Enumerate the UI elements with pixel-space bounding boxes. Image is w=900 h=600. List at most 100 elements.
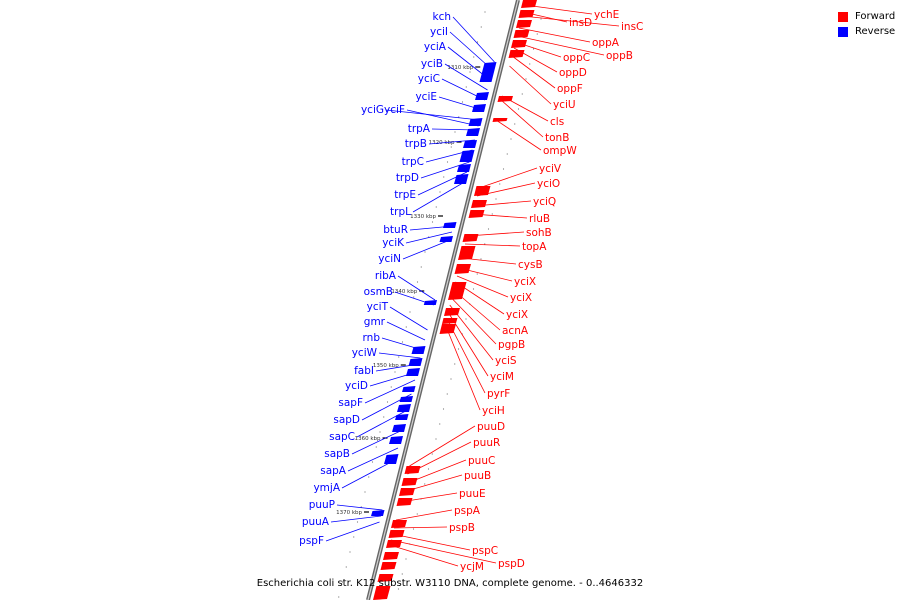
gene-label-forward[interactable]: acnA	[453, 289, 529, 337]
gene-label-forward[interactable]: yciV	[478, 163, 562, 189]
gene-label-reverse[interactable]: yciB	[421, 58, 488, 91]
reverse-feature[interactable]	[389, 436, 403, 444]
forward-feature[interactable]	[462, 234, 479, 242]
gene-label-forward[interactable]: insD	[522, 11, 592, 29]
gene-label-reverse[interactable]: ymjA	[313, 459, 396, 494]
gene-label-forward[interactable]: insC	[521, 15, 643, 33]
forward-feature[interactable]	[521, 0, 537, 8]
gene-label-forward[interactable]: puuE	[400, 488, 486, 503]
reverse-feature[interactable]	[423, 300, 437, 305]
forward-feature[interactable]	[444, 308, 460, 316]
gene-label-reverse[interactable]: yciI	[430, 26, 493, 71]
forward-feature[interactable]	[380, 562, 397, 570]
reverse-feature[interactable]	[384, 454, 399, 464]
gene-label-forward[interactable]: ompW	[495, 119, 577, 157]
gene-label-forward[interactable]: yciX	[458, 267, 536, 288]
gene-label-reverse[interactable]: rnb	[363, 332, 423, 351]
gene-label-forward[interactable]: yciQ	[474, 196, 557, 208]
gene-label-reverse[interactable]: ribA	[375, 270, 436, 301]
gene-label-forward[interactable]: yciS	[449, 304, 517, 367]
gene-label-forward[interactable]: yciH	[444, 323, 505, 417]
reverse-feature[interactable]	[399, 396, 414, 402]
forward-feature[interactable]	[404, 466, 421, 474]
forward-feature[interactable]	[388, 530, 405, 538]
gene-label-forward[interactable]: oppA	[518, 27, 620, 49]
gene-label-reverse[interactable]: trpL	[390, 181, 465, 218]
gene-label-forward[interactable]: yciX	[455, 281, 529, 321]
gene-label-reverse[interactable]: sapA	[320, 447, 399, 477]
reverse-feature[interactable]	[459, 150, 475, 162]
gene-label-forward[interactable]: yciO	[476, 178, 560, 197]
gene-label-forward[interactable]: yciX	[456, 275, 532, 304]
gene-label-reverse[interactable]: yciE	[415, 91, 483, 111]
gene-label-reverse[interactable]: puuA	[302, 515, 382, 528]
forward-feature[interactable]	[442, 318, 458, 324]
gene-label-reverse[interactable]: puuP	[309, 499, 383, 511]
gene-label-forward[interactable]: pspB	[393, 522, 475, 534]
gene-label-forward[interactable]: pyrF	[446, 317, 511, 400]
forward-feature[interactable]	[439, 324, 457, 334]
gene-label-forward[interactable]: puuC	[404, 455, 495, 485]
forward-feature[interactable]	[508, 50, 525, 58]
forward-feature[interactable]	[511, 40, 527, 48]
forward-feature[interactable]	[391, 520, 407, 528]
gene-label-reverse[interactable]: yciN	[378, 239, 451, 265]
reverse-feature[interactable]	[454, 174, 469, 184]
reverse-feature[interactable]	[395, 414, 409, 420]
gene-label-reverse[interactable]: yciC	[418, 73, 486, 101]
gene-label-reverse[interactable]: osmB	[364, 286, 434, 306]
reverse-feature[interactable]	[466, 128, 480, 136]
forward-feature[interactable]	[516, 20, 532, 28]
gene-label-reverse[interactable]: trpE	[394, 171, 468, 201]
gene-label-forward[interactable]: oppB	[516, 35, 633, 62]
gene-label-reverse[interactable]: yciW	[352, 347, 421, 359]
reverse-feature[interactable]	[479, 62, 497, 82]
gene-label-forward[interactable]: pspA	[395, 505, 481, 521]
gene-label-forward[interactable]: ycjM	[389, 544, 484, 573]
gene-label-forward[interactable]: topA	[464, 241, 547, 253]
forward-feature[interactable]	[471, 200, 487, 208]
gene-label-reverse[interactable]: sapB	[324, 429, 403, 460]
reverse-feature[interactable]	[472, 104, 486, 112]
gene-label-reverse[interactable]: gmr	[364, 316, 426, 341]
gene-label-reverse[interactable]: btuR	[383, 224, 454, 236]
forward-feature[interactable]	[377, 574, 394, 582]
gene-label-reverse[interactable]: yciA	[424, 41, 491, 81]
gene-label-reverse[interactable]: yciK	[382, 231, 453, 249]
gene-label-reverse[interactable]: trpD	[396, 161, 470, 184]
reverse-feature[interactable]	[463, 140, 477, 148]
reverse-feature[interactable]	[475, 92, 489, 100]
gene-label-forward[interactable]: yciM	[447, 311, 514, 383]
forward-feature[interactable]	[492, 118, 508, 122]
gene-label-reverse[interactable]: pspF	[299, 521, 380, 547]
reverse-feature[interactable]	[457, 164, 471, 172]
gene-label-forward[interactable]: cls	[501, 95, 564, 128]
gene-label-reverse[interactable]: trpC	[402, 149, 473, 168]
gene-label-forward[interactable]: pspC	[392, 533, 499, 557]
gene-label-reverse[interactable]: yciF	[384, 104, 479, 127]
reverse-feature[interactable]	[371, 510, 385, 516]
gene-label-reverse[interactable]: kch	[432, 11, 495, 63]
forward-feature[interactable]	[396, 498, 413, 506]
gene-label-reverse[interactable]: yciT	[367, 301, 428, 331]
gene-label-forward[interactable]: pspD	[390, 539, 525, 570]
gene-label-reverse[interactable]: sapF	[338, 379, 416, 409]
forward-feature[interactable]	[383, 552, 399, 560]
gene-label-forward[interactable]: pgpB	[451, 297, 526, 351]
gene-label-forward[interactable]: sohB	[466, 227, 552, 239]
gene-label-forward[interactable]: rluB	[472, 213, 551, 225]
gene-label-forward[interactable]: puuD	[409, 421, 506, 467]
gene-label-reverse[interactable]: yciG	[361, 104, 481, 121]
forward-feature[interactable]	[373, 586, 391, 600]
gene-label-forward[interactable]: oppF	[511, 55, 583, 95]
gene-label-forward[interactable]: yciU	[509, 65, 576, 111]
gene-label-forward[interactable]: ychE	[524, 4, 620, 21]
reverse-feature[interactable]	[392, 424, 406, 432]
gene-label-reverse[interactable]: sapC	[329, 409, 408, 443]
gene-label-reverse[interactable]: sapD	[333, 393, 412, 426]
gene-label-forward[interactable]: puuB	[402, 470, 491, 493]
gene-label-reverse[interactable]: yciD	[345, 371, 418, 392]
forward-feature[interactable]	[448, 282, 467, 300]
gene-label-reverse[interactable]: trpB	[405, 138, 476, 150]
gene-label-forward[interactable]: oppD	[513, 47, 587, 79]
